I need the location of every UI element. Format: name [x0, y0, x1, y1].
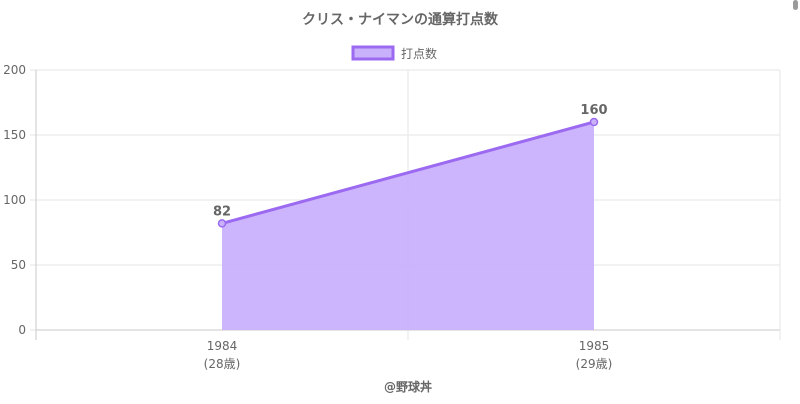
y-tick-label: 0	[18, 323, 26, 337]
chart-title: クリス・ナイマンの通算打点数	[302, 11, 499, 28]
x-tick-label: 1985	[579, 339, 610, 353]
legend-swatch	[351, 45, 395, 61]
labels: 0 50 100 150 200 82 160 1984 (28歳) 1985 (29歳)	[3, 63, 612, 371]
y-tick-label: 100	[3, 193, 26, 207]
data-label: 82	[213, 204, 231, 219]
series-line	[221, 120, 595, 225]
legend[interactable]: 打点数	[351, 45, 437, 61]
scrollbar-thumb[interactable]	[793, 0, 798, 10]
area-fill	[222, 122, 594, 330]
y-tick-label: 200	[3, 63, 26, 77]
data-point	[217, 219, 227, 228]
y-tick-label: 50	[11, 258, 26, 272]
series-area	[217, 117, 599, 330]
legend-label: 打点数	[401, 46, 437, 61]
x-tick-sublabel: (29歳)	[576, 357, 613, 371]
data-label: 160	[580, 103, 607, 118]
x-tick-label: 1984	[207, 339, 238, 353]
x-tick-sublabel: (28歳)	[204, 357, 241, 371]
data-point	[589, 117, 599, 127]
y-tick-label: 150	[3, 128, 26, 142]
chart-footer: @野球丼	[384, 379, 432, 394]
